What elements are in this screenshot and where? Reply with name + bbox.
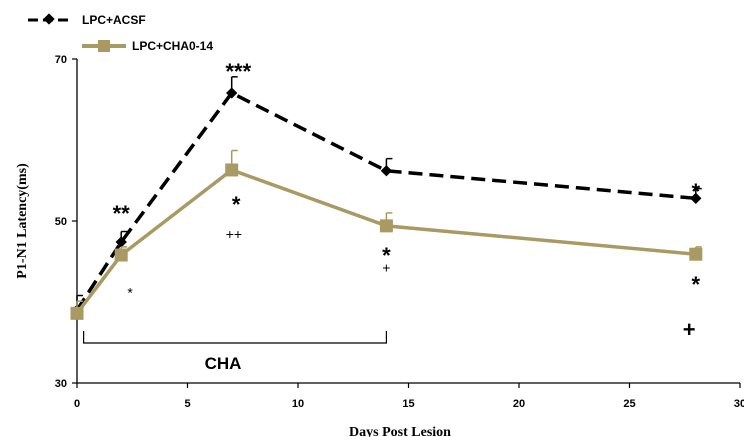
y-tick-label: 30 — [55, 378, 67, 390]
data-point-square — [689, 247, 703, 261]
cha-bracket: CHA — [83, 331, 387, 373]
legend-item-acsf: LPC+ACSF — [28, 13, 146, 27]
x-ticks: 0 5 10 15 20 25 30 — [74, 383, 744, 410]
series-layer — [70, 76, 703, 320]
significance-mark: * — [127, 285, 133, 301]
x-axis-title: Days Post Lesion — [349, 425, 451, 437]
significance-mark: ** — [113, 201, 131, 226]
x-tick-label: 0 — [74, 398, 80, 410]
significance-mark: * — [382, 243, 391, 268]
legend-label-acsf: LPC+ACSF — [82, 13, 146, 27]
cha-bracket-label: CHA — [205, 354, 242, 373]
data-point-square — [225, 163, 239, 177]
data-point-square — [70, 306, 84, 320]
x-tick-label: 20 — [513, 398, 525, 410]
x-tick-label: 30 — [734, 398, 744, 410]
significance-mark: * — [692, 272, 701, 297]
y-axis-title: P1-N1 Latency(ms) — [15, 163, 30, 279]
x-tick-label: 25 — [623, 398, 635, 410]
series-cha — [70, 149, 703, 320]
data-point-square — [379, 219, 393, 233]
y-tick-label: 70 — [55, 54, 67, 66]
significance-mark: * — [692, 179, 701, 204]
data-point-diamond — [380, 165, 393, 177]
significance-mark: * — [232, 192, 241, 217]
legend-item-cha: LPC+CHA0-14 — [82, 39, 213, 53]
data-point-diamond — [690, 192, 702, 204]
cha-bracket-line — [83, 331, 387, 344]
legend-marker-cha — [98, 40, 110, 52]
legend-marker-acsf — [43, 13, 55, 25]
significance-annotations: *******++*+**+ — [113, 59, 701, 342]
x-tick-label: 15 — [402, 398, 414, 410]
series-acsf — [71, 76, 702, 316]
series-line — [75, 90, 696, 312]
data-point-square — [114, 248, 128, 262]
x-tick-label: 10 — [292, 398, 304, 410]
significance-mark: + — [382, 259, 390, 275]
significance-mark: ++ — [226, 226, 242, 242]
x-tick-label: 5 — [184, 398, 190, 410]
legend: LPC+ACSF LPC+CHA0-14 — [28, 13, 213, 53]
y-tick-label: 50 — [55, 216, 67, 228]
significance-mark: *** — [225, 59, 251, 84]
axes — [76, 59, 740, 384]
significance-mark: + — [683, 317, 696, 342]
legend-label-cha: LPC+CHA0-14 — [132, 39, 213, 53]
y-ticks: 30 50 70 — [55, 54, 77, 390]
